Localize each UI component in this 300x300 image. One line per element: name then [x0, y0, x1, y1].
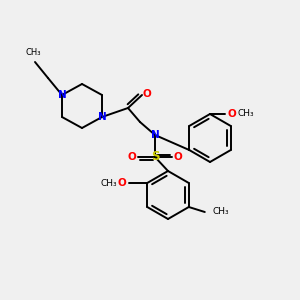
Text: O: O	[228, 109, 237, 119]
Text: CH₃: CH₃	[237, 110, 253, 118]
Text: O: O	[174, 152, 182, 162]
Text: N: N	[98, 112, 106, 122]
Text: N: N	[58, 90, 66, 100]
Text: O: O	[128, 152, 136, 162]
Text: CH₃: CH₃	[100, 178, 117, 188]
Text: CH₃: CH₃	[213, 208, 230, 217]
Text: CH₃: CH₃	[25, 48, 41, 57]
Text: N: N	[151, 130, 159, 140]
Text: S: S	[151, 151, 159, 164]
Text: O: O	[142, 89, 152, 99]
Text: O: O	[118, 178, 126, 188]
